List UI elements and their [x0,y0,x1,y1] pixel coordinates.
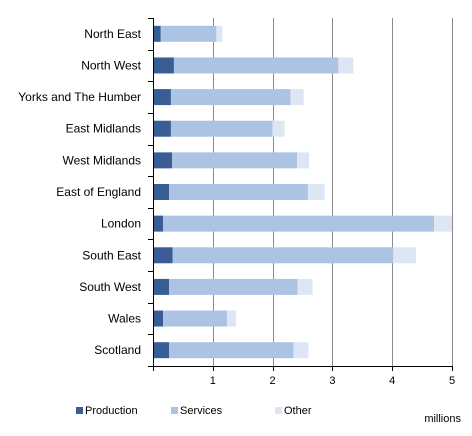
legend-swatch-services [171,407,178,414]
bar-other-south-east [393,247,417,264]
category-label: East of England [56,185,141,199]
x-tick-label: 2 [270,375,276,387]
bar-services-north-west [173,57,339,74]
category-label: North West [81,58,141,72]
bar-other-north-west [338,57,354,74]
x-tick-label: 5 [449,375,455,387]
bar-production-west-midlands [153,152,173,169]
bar-services-east-midlands [170,120,273,137]
gridlines [213,18,453,366]
x-tick-label: 1 [210,375,216,387]
bar-production-yorks-and-the-humber [153,89,171,106]
bar-other-east-of-england [307,184,325,200]
category-label: West Midlands [63,153,141,167]
legend-label-production: Production [85,405,138,417]
bar-other-wales [227,310,237,327]
bar-services-wales [163,310,228,327]
bar-production-scotland [153,342,170,359]
legend-swatch-production [76,407,83,414]
bar-services-west-midlands [172,152,298,169]
bar-production-east-midlands [153,120,171,137]
bar-production-north-west [153,57,174,74]
bar-services-scotland [169,342,294,359]
category-label: Scotland [94,343,141,357]
unit-label: millions [424,413,461,425]
category-label: South East [82,248,141,262]
bar-services-yorks-and-the-humber [170,89,291,106]
legend-label-other: Other [284,405,312,417]
bar-services-north-east [160,25,217,42]
bar-services-south-west [169,278,298,295]
bar-production-north-east [153,25,161,42]
category-labels: North East North West Yorks and The Humber… [18,27,141,357]
bar-other-north-east [216,25,223,42]
bar-other-yorks-and-the-humber [290,89,304,106]
x-tick-label: 3 [329,375,335,387]
bar-services-south-east [172,247,394,264]
category-label: London [101,217,141,231]
bar-production-south-east [153,247,173,264]
bar-other-london [434,215,452,232]
bar-services-london [163,215,435,232]
bar-other-scotland [293,342,309,359]
category-label: Wales [108,312,141,326]
x-tick-labels: 1 2 3 4 5 [210,375,455,387]
bar-production-south-west [153,278,170,295]
x-tick-label: 4 [389,375,395,387]
bars [153,25,452,359]
legend: Production Services Other [76,405,312,417]
legend-swatch-other [275,407,282,414]
axes [148,18,453,371]
bar-other-south-west [297,278,313,295]
bar-other-west-midlands [297,152,310,169]
bar-other-east-midlands [272,120,285,137]
category-label: East Midlands [66,122,141,136]
bar-services-east-of-england [169,184,308,200]
category-label: Yorks and The Humber [18,90,141,104]
bar-production-wales [153,310,164,327]
category-label: North East [84,27,141,41]
legend-label-services: Services [180,405,223,417]
bar-production-london [153,215,164,232]
category-label: South West [79,280,141,294]
bar-production-east-of-england [153,184,170,200]
